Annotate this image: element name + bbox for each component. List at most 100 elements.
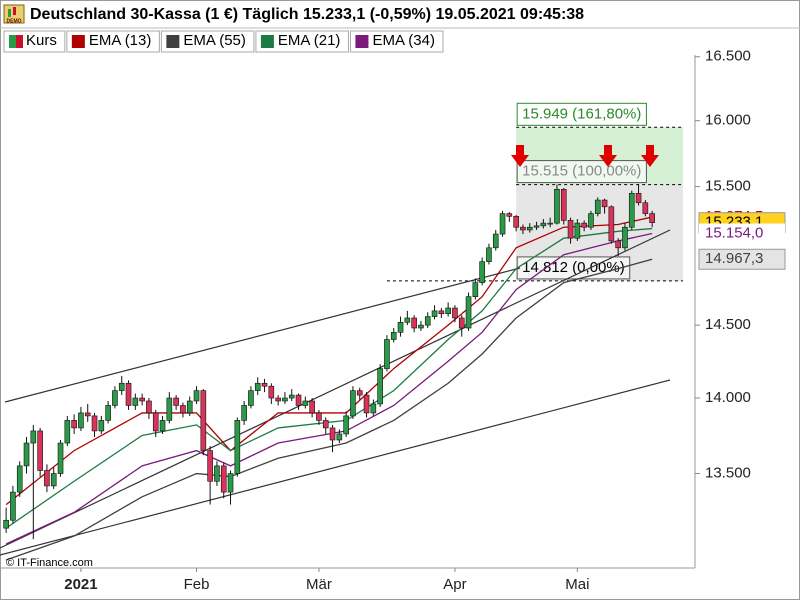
candle-body xyxy=(601,199,608,208)
candle-body xyxy=(227,473,234,493)
candle-body xyxy=(295,394,302,406)
plot: 15.949 (161,80%)15.515 (100,00%)14.812 (… xyxy=(0,102,683,561)
trend-line xyxy=(0,379,671,556)
x-tick-label: Mär xyxy=(306,576,332,593)
candle-body xyxy=(499,213,506,235)
legend-swatch xyxy=(16,35,23,48)
fib-label: 15.949 (161,80%) xyxy=(522,105,641,122)
candle-body xyxy=(424,316,431,326)
candle-body xyxy=(78,412,84,429)
candle-body xyxy=(268,385,275,399)
candle-body xyxy=(370,403,377,414)
x-tick-label: Apr xyxy=(443,576,466,593)
candle-body xyxy=(581,222,587,228)
candle-body xyxy=(220,465,227,493)
x-tick-label: 2021 xyxy=(64,576,97,593)
candle-body xyxy=(472,282,479,297)
legend-label: Kurs xyxy=(26,32,57,49)
candle-body xyxy=(526,226,533,231)
legend-swatch xyxy=(166,35,180,48)
legend-swatch xyxy=(71,35,85,48)
candle-body xyxy=(241,405,247,421)
candle-body xyxy=(173,397,179,406)
candle-body xyxy=(288,394,295,399)
trend-line xyxy=(4,267,521,403)
demo-icon: DEMO xyxy=(3,4,25,24)
candle-body xyxy=(16,465,23,493)
arrow xyxy=(599,145,617,167)
legend-label: EMA (13) xyxy=(89,32,152,49)
candle-body xyxy=(458,317,465,329)
candle-body xyxy=(628,193,635,228)
candle-body xyxy=(540,222,547,227)
candle-body xyxy=(642,202,649,214)
ema-line xyxy=(5,258,653,561)
candle-body xyxy=(594,199,601,214)
candle-body xyxy=(615,240,621,249)
candle-body xyxy=(445,307,451,315)
price-label: 14.967,3 xyxy=(705,250,763,267)
y-tick-label: 13.500 xyxy=(705,465,751,482)
fib-label-box xyxy=(516,102,647,126)
candle-body xyxy=(180,405,186,414)
trend-line xyxy=(0,229,671,549)
candle-body xyxy=(186,400,193,414)
candle-body xyxy=(363,394,370,414)
arrow xyxy=(641,145,659,167)
candle-body xyxy=(23,442,30,467)
candle-body xyxy=(554,188,560,224)
candle-body xyxy=(356,390,363,396)
candle-body xyxy=(588,213,594,228)
price-label-box xyxy=(698,248,786,270)
legend-swatch xyxy=(260,35,274,48)
candle-body xyxy=(329,427,336,441)
candle-body xyxy=(234,420,241,474)
legend-label: EMA (34) xyxy=(372,32,435,49)
candle-body xyxy=(152,412,159,432)
y-tick-label: 14.500 xyxy=(705,316,751,333)
candle-body xyxy=(207,450,213,482)
legend: Kurs EMA (13) EMA (55) EMA (21) EMA (34) xyxy=(3,30,444,53)
candle-body xyxy=(384,339,390,369)
candle-body xyxy=(200,390,207,451)
candle-body xyxy=(560,188,567,221)
candle-body xyxy=(316,412,322,421)
candle-body xyxy=(465,296,472,329)
candle-body xyxy=(118,382,125,391)
candle-body xyxy=(37,430,43,471)
price-label-box xyxy=(699,223,785,244)
candle-body xyxy=(3,519,9,529)
legend-label: EMA (21) xyxy=(278,32,341,49)
legend-box xyxy=(66,30,160,53)
fib-label-box xyxy=(516,160,647,184)
candle-body xyxy=(411,317,417,329)
legend-box xyxy=(160,30,255,53)
fib-label: 15.515 (100,00%) xyxy=(522,163,641,180)
candle-body xyxy=(479,261,485,283)
chart-title: Deutschland 30-Kassa (1 €) Täglich 15.23… xyxy=(30,6,584,23)
candle-body xyxy=(146,400,152,414)
candle-body xyxy=(431,310,438,317)
legend-label: EMA (55) xyxy=(183,32,246,49)
candle-body xyxy=(30,430,37,444)
ema-line xyxy=(5,232,653,545)
legend-swatch xyxy=(355,35,369,48)
candle-body xyxy=(112,390,118,406)
candle-body xyxy=(261,382,268,387)
candle-body xyxy=(254,382,261,391)
candle-body xyxy=(520,226,526,231)
candle-body xyxy=(336,433,343,441)
candle-body xyxy=(390,332,397,340)
candle-body xyxy=(492,233,499,249)
candle-body xyxy=(91,415,98,432)
legend-box xyxy=(255,30,349,53)
candle-body xyxy=(84,412,91,417)
candle-body xyxy=(302,400,309,406)
candle-body xyxy=(71,420,77,429)
candle-body xyxy=(622,226,628,249)
candle-body xyxy=(193,390,200,402)
x-tick-label: Mai xyxy=(565,576,589,593)
candle-body xyxy=(547,222,553,225)
